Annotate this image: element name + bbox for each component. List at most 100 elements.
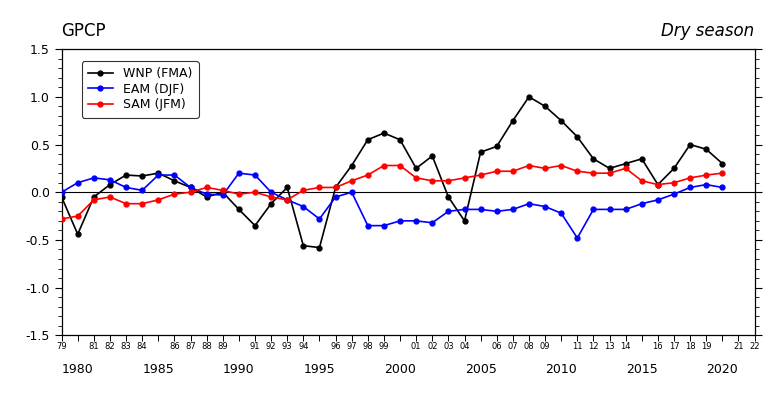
EAM (DJF) [218,193,227,198]
EAM (DJF) [718,185,727,190]
WNP (FMA) [218,190,227,195]
WNP (FMA) [380,130,389,135]
EAM (DJF) [347,190,357,195]
WNP (FMA) [154,171,163,175]
EAM (DJF) [363,223,373,228]
WNP (FMA) [573,135,582,139]
WNP (FMA) [266,201,276,206]
SAM (JFM) [637,178,646,183]
EAM (DJF) [589,207,598,212]
Line: SAM (JFM): SAM (JFM) [59,163,725,221]
SAM (JFM) [701,173,711,178]
WNP (FMA) [315,245,324,250]
WNP (FMA) [653,182,662,187]
WNP (FMA) [73,232,82,237]
WNP (FMA) [347,163,357,168]
WNP (FMA) [669,166,678,171]
WNP (FMA) [186,185,195,190]
SAM (JFM) [283,198,292,202]
SAM (JFM) [73,213,82,218]
EAM (DJF) [266,190,276,195]
SAM (JFM) [154,198,163,202]
WNP (FMA) [701,147,711,152]
SAM (JFM) [186,190,195,195]
SAM (JFM) [250,190,259,195]
SAM (JFM) [202,185,211,190]
EAM (DJF) [396,218,405,223]
WNP (FMA) [138,173,147,178]
EAM (DJF) [685,185,695,190]
WNP (FMA) [105,182,115,187]
SAM (JFM) [411,175,420,180]
EAM (DJF) [444,209,453,214]
WNP (FMA) [122,173,131,178]
EAM (DJF) [234,171,243,175]
SAM (JFM) [89,198,99,202]
WNP (FMA) [411,166,420,171]
EAM (DJF) [669,192,678,197]
EAM (DJF) [476,207,485,212]
WNP (FMA) [492,144,501,149]
WNP (FMA) [170,178,179,183]
EAM (DJF) [122,185,131,190]
SAM (JFM) [122,201,131,206]
Text: GPCP: GPCP [62,22,106,40]
EAM (DJF) [331,195,340,200]
SAM (JFM) [557,163,566,168]
WNP (FMA) [541,104,550,109]
EAM (DJF) [557,211,566,216]
WNP (FMA) [283,185,292,190]
SAM (JFM) [685,175,695,180]
EAM (DJF) [492,209,501,214]
SAM (JFM) [573,169,582,174]
SAM (JFM) [396,163,405,168]
SAM (JFM) [380,163,389,168]
EAM (DJF) [154,173,163,178]
EAM (DJF) [73,180,82,185]
SAM (JFM) [653,182,662,187]
WNP (FMA) [557,118,566,123]
EAM (DJF) [105,178,115,182]
SAM (JFM) [299,188,308,193]
EAM (DJF) [186,185,195,190]
SAM (JFM) [508,169,517,174]
WNP (FMA) [621,161,631,166]
EAM (DJF) [57,190,66,195]
EAM (DJF) [541,204,550,209]
SAM (JFM) [266,195,276,200]
SAM (JFM) [347,178,357,183]
EAM (DJF) [138,188,147,193]
WNP (FMA) [444,195,453,200]
EAM (DJF) [380,223,389,228]
EAM (DJF) [170,173,179,178]
WNP (FMA) [718,161,727,166]
WNP (FMA) [202,195,211,200]
WNP (FMA) [637,156,646,161]
WNP (FMA) [396,137,405,142]
WNP (FMA) [685,142,695,147]
SAM (JFM) [315,185,324,190]
SAM (JFM) [138,201,147,206]
WNP (FMA) [250,223,259,228]
WNP (FMA) [524,94,534,99]
WNP (FMA) [508,118,517,123]
SAM (JFM) [105,195,115,200]
SAM (JFM) [524,163,534,168]
SAM (JFM) [363,173,373,178]
SAM (JFM) [234,192,243,197]
EAM (DJF) [573,236,582,240]
SAM (JFM) [218,188,227,193]
SAM (JFM) [605,171,614,175]
EAM (DJF) [283,198,292,202]
EAM (DJF) [701,182,711,187]
EAM (DJF) [621,207,631,212]
EAM (DJF) [460,207,469,212]
WNP (FMA) [427,153,437,158]
Text: Dry season: Dry season [661,22,755,40]
EAM (DJF) [653,198,662,202]
SAM (JFM) [427,178,437,183]
EAM (DJF) [427,220,437,225]
SAM (JFM) [669,180,678,185]
SAM (JFM) [57,216,66,221]
SAM (JFM) [460,175,469,180]
